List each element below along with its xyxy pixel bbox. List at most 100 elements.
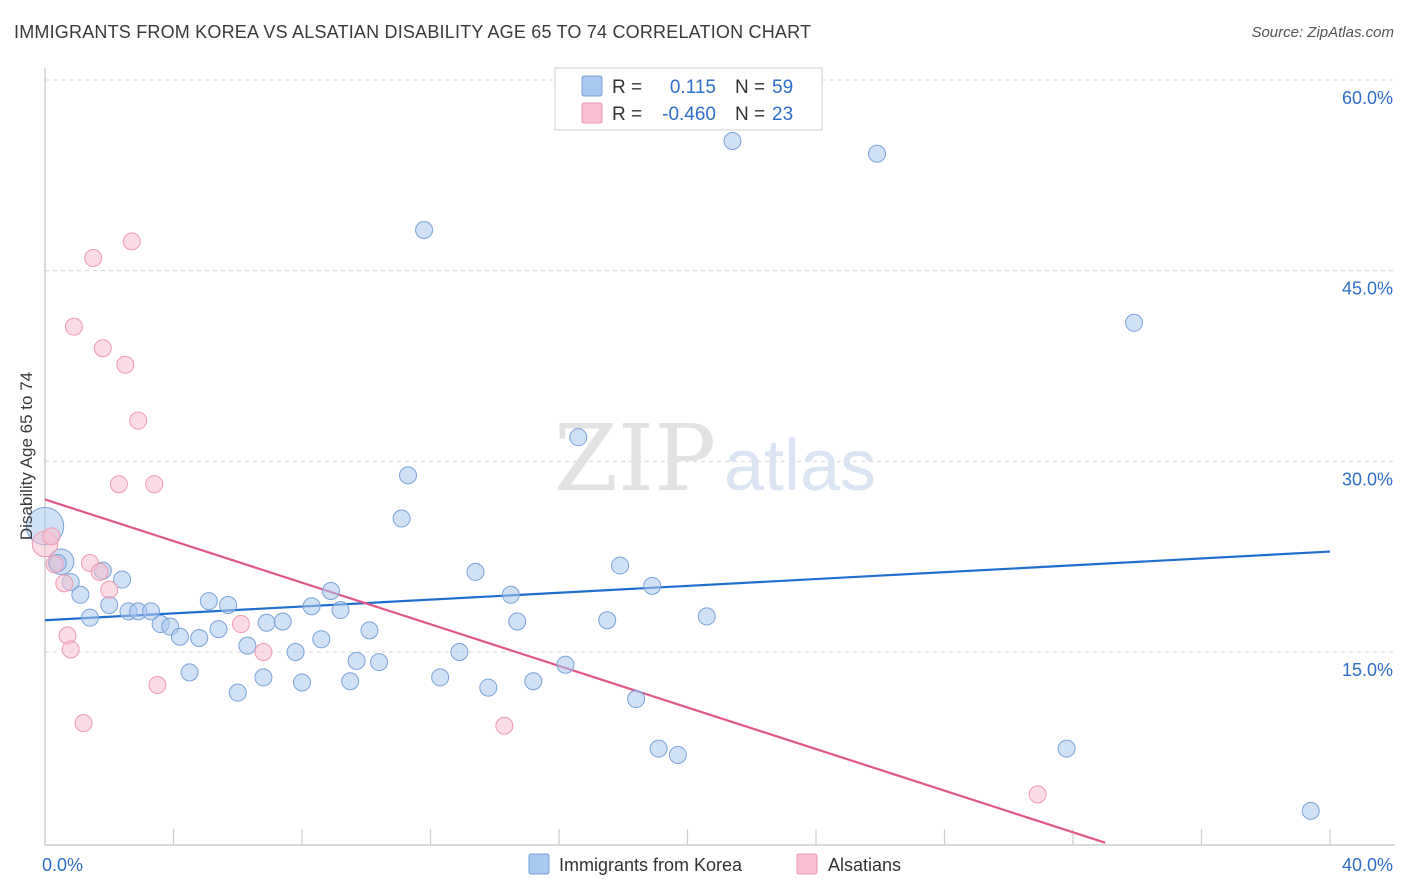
- stats-legend-swatch-blue: [581, 75, 603, 97]
- stats-legend-r-value: 0.115: [670, 77, 716, 98]
- point-blue: [302, 597, 321, 616]
- point-pink: [231, 615, 250, 634]
- point-pink: [145, 475, 164, 494]
- point-blue: [199, 592, 218, 611]
- point-blue: [238, 636, 257, 655]
- stats-legend-n-value: 23: [772, 104, 793, 125]
- point-blue: [273, 612, 292, 631]
- point-blue: [399, 466, 418, 485]
- point-pink: [42, 527, 61, 546]
- watermark: ZIP atlas: [554, 405, 876, 512]
- point-blue: [190, 629, 209, 648]
- point-blue: [331, 601, 350, 620]
- point-blue: [209, 620, 228, 639]
- point-blue: [649, 739, 668, 758]
- point-blue: [71, 585, 90, 604]
- point-blue: [142, 602, 161, 621]
- stats-legend-r-value: -0.460: [662, 104, 716, 125]
- point-pink: [93, 339, 112, 358]
- point-blue: [360, 621, 379, 640]
- tick-labels: 15.0% 30.0% 45.0% 60.0% 0.0% 40.0%: [42, 88, 1393, 875]
- point-pink: [84, 248, 103, 267]
- y-tick-label: 45.0%: [1342, 279, 1393, 299]
- stats-legend-n-label: N =: [735, 104, 765, 125]
- x-tick-label: 40.0%: [1342, 855, 1393, 875]
- y-tick-label: 60.0%: [1342, 88, 1393, 108]
- point-blue: [668, 745, 687, 764]
- trend-line-blue: [44, 550, 1331, 622]
- trend-lines: [44, 498, 1331, 844]
- point-blue: [180, 663, 199, 682]
- x-tick-label: 0.0%: [42, 855, 83, 875]
- legend-label-alsatians: Alsatians: [828, 855, 901, 875]
- point-blue: [643, 576, 662, 595]
- point-blue: [293, 673, 311, 692]
- trend-line-pink: [44, 498, 1106, 844]
- point-pink: [254, 643, 273, 661]
- stats-legend-r-label: R =: [612, 77, 642, 98]
- point-blue: [431, 668, 450, 687]
- point-blue: [392, 509, 411, 528]
- point-blue: [466, 562, 485, 581]
- point-blue: [598, 611, 617, 630]
- chart-title: IMMIGRANTS FROM KOREA VS ALSATIAN DISABI…: [14, 22, 812, 42]
- point-pink: [495, 716, 514, 735]
- point-pink: [116, 355, 135, 374]
- point-pink: [64, 317, 83, 336]
- point-pink: [61, 640, 80, 659]
- legend-label-korea: Immigrants from Korea: [559, 855, 743, 875]
- point-pink: [100, 580, 119, 599]
- point-pink: [148, 676, 167, 695]
- y-tick-label: 30.0%: [1342, 469, 1393, 489]
- point-pink: [122, 232, 141, 251]
- stats-legend-n-value: 59: [772, 77, 793, 98]
- point-blue: [479, 678, 498, 697]
- point-pink: [90, 562, 109, 581]
- y-tick-label: 15.0%: [1342, 660, 1393, 680]
- point-blue: [347, 651, 366, 670]
- series-legend: Immigrants from Korea Alsatians: [528, 853, 901, 875]
- point-blue: [228, 683, 247, 702]
- point-pink: [109, 475, 128, 494]
- watermark-atlas: atlas: [724, 426, 876, 506]
- stats-legend-r-label: R =: [612, 104, 642, 125]
- point-blue: [370, 653, 389, 672]
- point-blue: [723, 132, 742, 151]
- point-blue: [697, 607, 716, 626]
- point-blue: [627, 690, 646, 709]
- point-pink: [45, 555, 64, 574]
- point-blue: [312, 630, 331, 649]
- point-blue: [1057, 739, 1076, 758]
- point-blue: [611, 556, 630, 575]
- point-blue: [286, 643, 305, 661]
- point-blue: [415, 220, 434, 239]
- point-blue: [80, 608, 99, 627]
- point-blue: [1301, 801, 1320, 820]
- point-blue: [508, 612, 527, 631]
- point-blue: [219, 595, 238, 614]
- point-blue: [868, 144, 887, 163]
- legend-swatch-korea: [528, 853, 550, 875]
- point-blue: [254, 668, 273, 687]
- point-blue: [257, 613, 276, 632]
- source-label: Source: ZipAtlas.com: [1251, 24, 1394, 41]
- grid-lines: [45, 79, 1395, 653]
- point-blue: [556, 655, 575, 674]
- point-blue: [1125, 313, 1144, 332]
- point-blue: [569, 428, 588, 447]
- data-points: [25, 132, 1320, 820]
- point-pink: [74, 714, 93, 733]
- stats-legend: R = 0.115 N = 59 R = -0.460 N = 23: [554, 67, 823, 131]
- axes: [44, 68, 1395, 846]
- stats-legend-swatch-pink: [581, 102, 603, 124]
- y-axis-label: Disability Age 65 to 74: [17, 372, 36, 540]
- point-blue: [100, 595, 119, 614]
- point-blue: [170, 627, 189, 646]
- point-pink: [129, 411, 148, 430]
- point-pink: [55, 574, 74, 593]
- legend-swatch-alsatians: [796, 853, 818, 875]
- point-blue: [450, 643, 469, 661]
- stats-legend-n-label: N =: [735, 77, 765, 98]
- watermark-zip: ZIP: [554, 405, 716, 512]
